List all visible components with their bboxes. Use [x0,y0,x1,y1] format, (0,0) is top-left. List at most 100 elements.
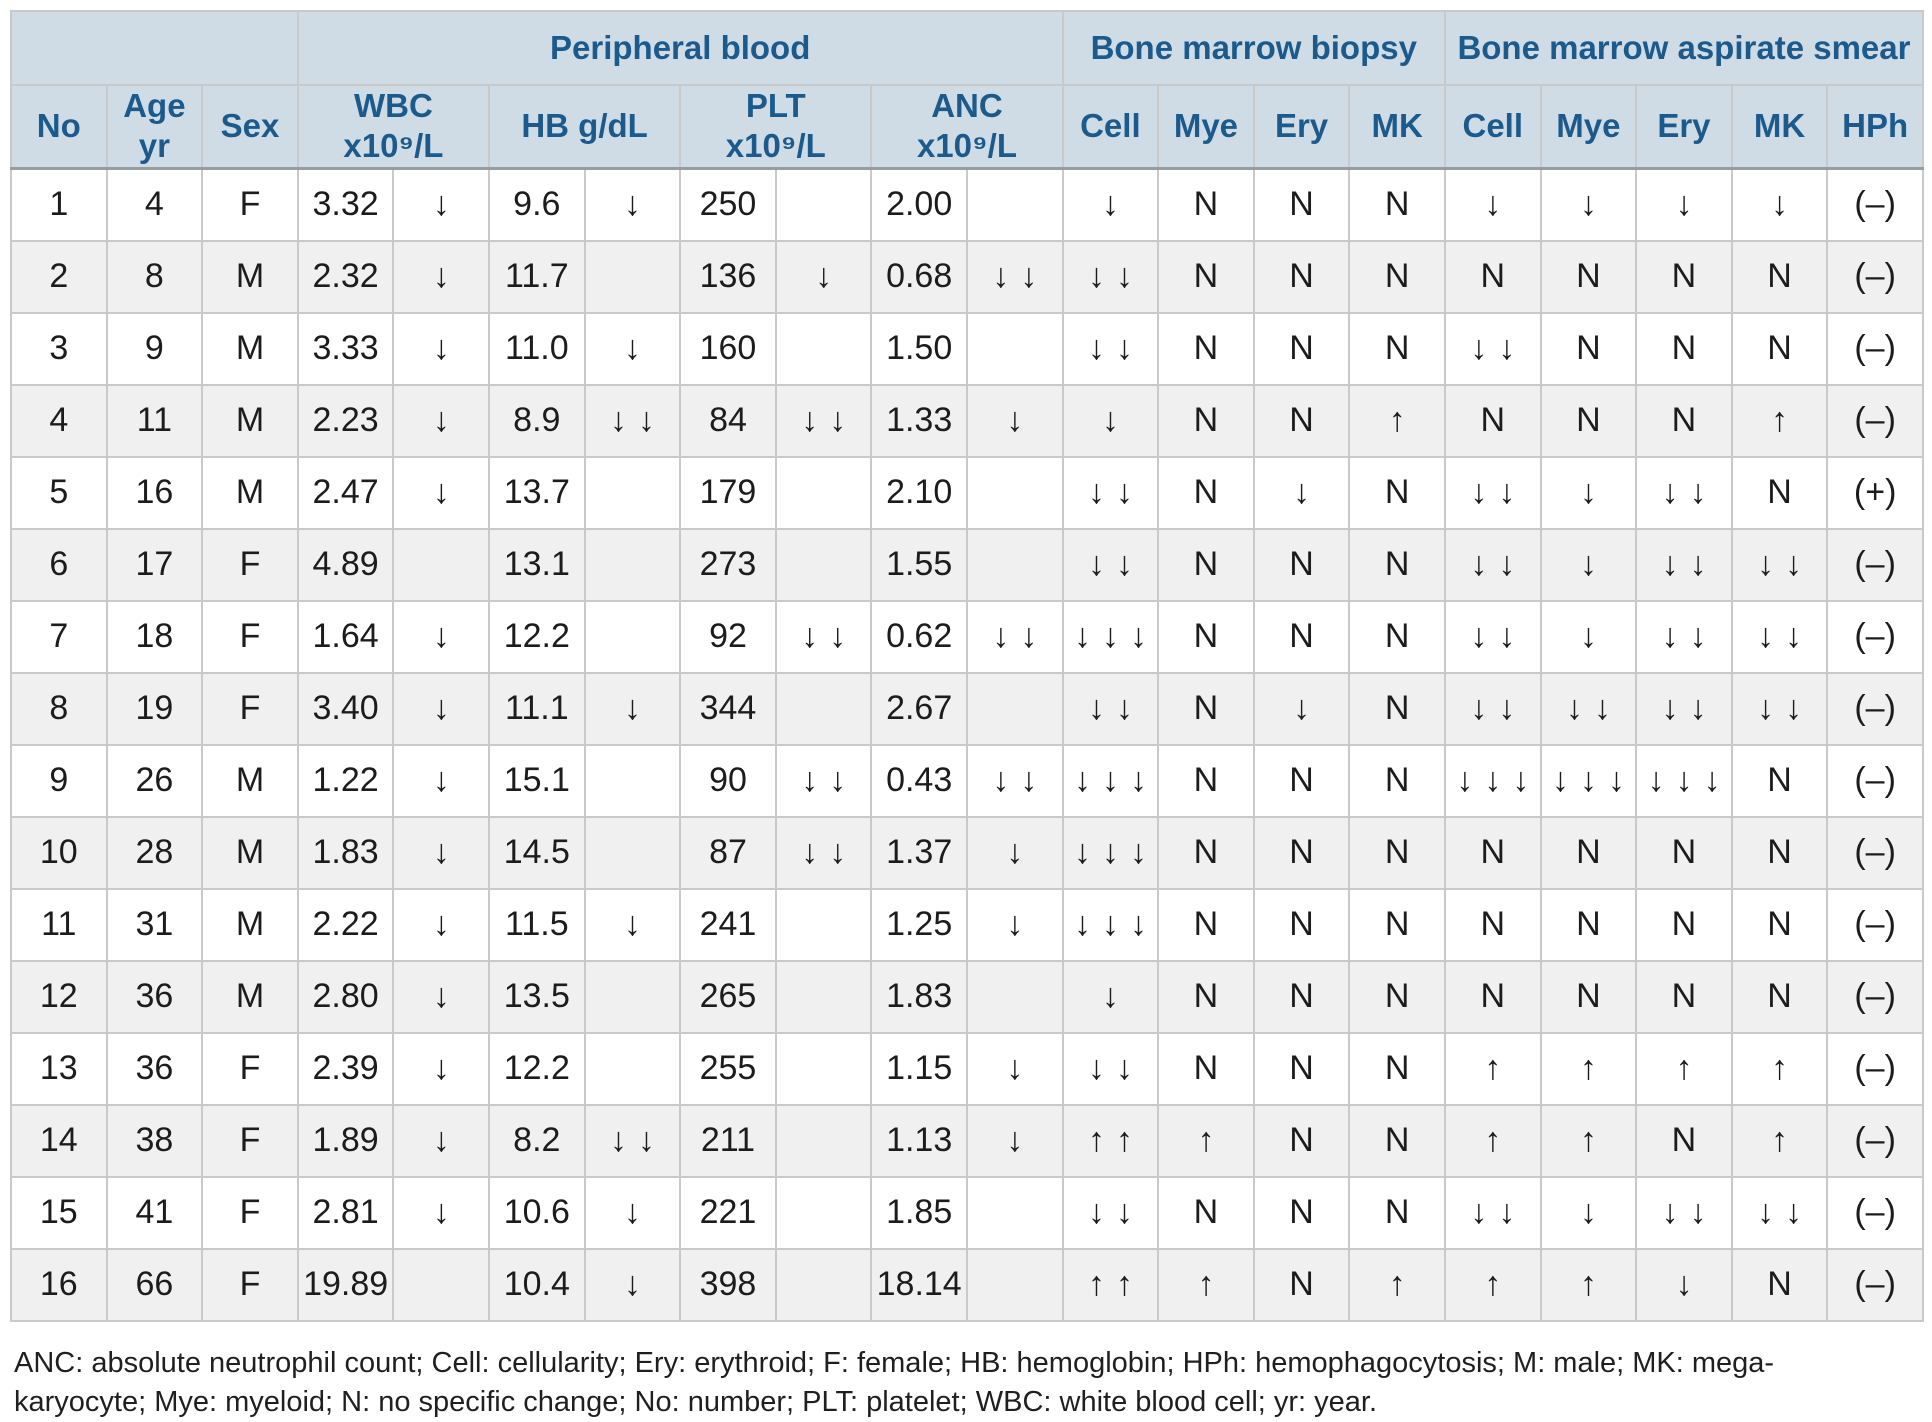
cell-anc-value: 1.25 [870,887,968,962]
cell-hph: (–) [1826,527,1924,602]
cell-age: 8 [105,239,204,314]
cell-sex: F [201,1175,299,1250]
cell-sex: M [201,311,299,386]
cell-anc-flag [965,455,1064,530]
cell-plt-flag: ↓↓ [774,599,873,674]
cell-hb-flag [583,815,682,890]
cell-sex: F [201,671,299,746]
table-row: 7 18 F 1.64 ↓ 12.2 92 ↓↓ 0.62 ↓↓ ↓↓↓ N N N ↓↓ ↓ ↓↓ ↓↓ (–) [10,599,1924,674]
cell-no: 9 [10,743,108,818]
cell-biopsy-mye: N [1157,887,1255,962]
cell-biopsy-mye: N [1157,1175,1255,1250]
trend-arrow: ↓ [623,905,652,943]
cell-biopsy-mye: N [1157,1031,1255,1106]
trend-arrow: ↓ [432,833,461,871]
cell-anc-flag: ↓ [965,383,1064,458]
col-header-smear-mye: Mye [1539,84,1638,170]
table-footnote: ANC: absolute neutrophil count; Cell: ce… [14,1344,1918,1422]
cell-biopsy-ery: ↓ [1252,455,1351,530]
trend-arrow: ↑ [1388,1265,1417,1303]
trend-arrows: ↓↓↓ [1551,761,1636,799]
cell-anc-flag [965,959,1064,1034]
cell-wbc-value: 2.80 [296,959,395,1034]
cell-wbc-value: 3.40 [296,671,395,746]
trend-arrows: ↓↓↓ [1073,761,1158,799]
table-body: 1 4 F 3.32 ↓ 9.6 ↓ 250 2.00 ↓ N N N ↓ ↓ ↓ ↓ (–) 2 8 M 2.32 ↓ 11… [10,167,1924,1322]
cell-biopsy-ery: N [1252,887,1351,962]
cell-hb-value: 12.2 [488,599,586,674]
cell-hb-flag: ↓ [583,1175,682,1250]
cell-hph: (–) [1826,383,1924,458]
cell-biopsy-ery: N [1252,959,1351,1034]
trend-arrows: ↓↓ [1470,689,1527,727]
cell-anc-value: 2.00 [870,167,968,242]
cell-anc-value: 1.33 [870,383,968,458]
cell-hph: (–) [1826,815,1924,890]
cell-wbc-value: 3.33 [296,311,395,386]
cell-smear-mk: N [1730,743,1829,818]
cell-smear-cell: N [1443,239,1542,314]
cell-age: 66 [105,1247,204,1322]
cell-biopsy-mye: N [1157,815,1255,890]
trend-arrow: ↓ [1006,1049,1035,1087]
cell-hb-value: 12.2 [488,1031,586,1106]
cell-smear-ery: N [1635,383,1733,458]
cell-biopsy-mk: ↑ [1348,383,1446,458]
cell-wbc-flag: ↓ [392,167,490,242]
cell-hph: (–) [1826,1103,1924,1178]
trend-arrows: ↓↓ [992,617,1049,655]
trend-arrows: ↓↓ [1470,617,1527,655]
cell-wbc-value: 2.39 [296,1031,395,1106]
cell-no: 12 [10,959,108,1034]
cell-anc-flag: ↓↓ [965,599,1064,674]
cell-hb-flag: ↓↓ [583,1103,682,1178]
trend-arrows: ↓↓ [1661,617,1718,655]
cell-wbc-value: 2.22 [296,887,395,962]
cell-biopsy-mye: N [1157,239,1255,314]
cell-wbc-value: 3.32 [296,167,395,242]
cell-smear-mye: ↓ [1539,599,1638,674]
trend-arrow: ↓ [432,761,461,799]
cell-wbc-flag: ↓ [392,311,490,386]
trend-arrows: ↓↓ [1565,689,1622,727]
cell-smear-ery: N [1635,311,1733,386]
cell-hph: (–) [1826,311,1924,386]
group-header-bone-marrow-biopsy: Bone marrow biopsy [1061,10,1446,86]
trend-arrow: ↓ [432,401,461,439]
cell-hph: (–) [1826,671,1924,746]
cell-sex: M [201,743,299,818]
cell-hb-value: 11.5 [488,887,586,962]
trend-arrow: ↓ [1006,1121,1035,1159]
cell-hb-flag [583,239,682,314]
trend-arrow: ↑ [1484,1049,1513,1087]
col-header-anc-unit: x10⁹/L [916,127,1017,165]
cell-smear-mk: N [1730,1247,1829,1322]
cell-smear-cell: ↓↓ [1443,455,1542,530]
trend-arrow: ↑ [1484,1265,1513,1303]
cell-smear-mye: ↓ [1539,527,1638,602]
cell-plt-value: 136 [679,239,777,314]
cell-sex: M [201,239,299,314]
trend-arrow: ↓ [432,257,461,295]
sub-header-row: No Age yr Sex WBC x10⁹/L HB g/dL PLT x10… [10,84,1924,170]
trend-arrows: ↓↓ [1087,545,1144,583]
cell-hb-flag: ↓ [583,887,682,962]
trend-arrows: ↓↓ [992,257,1049,295]
cell-age: 41 [105,1175,204,1250]
trend-arrows: ↓↓↓ [1456,761,1541,799]
trend-arrow: ↑ [1675,1049,1704,1087]
cell-age: 17 [105,527,204,602]
trend-arrows: ↓↓ [1087,1193,1144,1231]
cell-plt-flag [774,1175,873,1250]
cell-wbc-value: 4.89 [296,527,395,602]
cell-smear-mk: ↓ [1730,167,1829,242]
trend-arrow: ↓ [1675,185,1704,223]
trend-arrow: ↓ [432,185,461,223]
cell-smear-mk: ↑ [1730,1031,1829,1106]
cell-smear-ery: N [1635,959,1733,1034]
cell-hph: (–) [1826,1175,1924,1250]
cell-wbc-value: 1.22 [296,743,395,818]
cell-smear-ery: ↓↓ [1635,1175,1733,1250]
cell-hb-value: 13.7 [488,455,586,530]
trend-arrows: ↑↑ [1087,1121,1144,1159]
